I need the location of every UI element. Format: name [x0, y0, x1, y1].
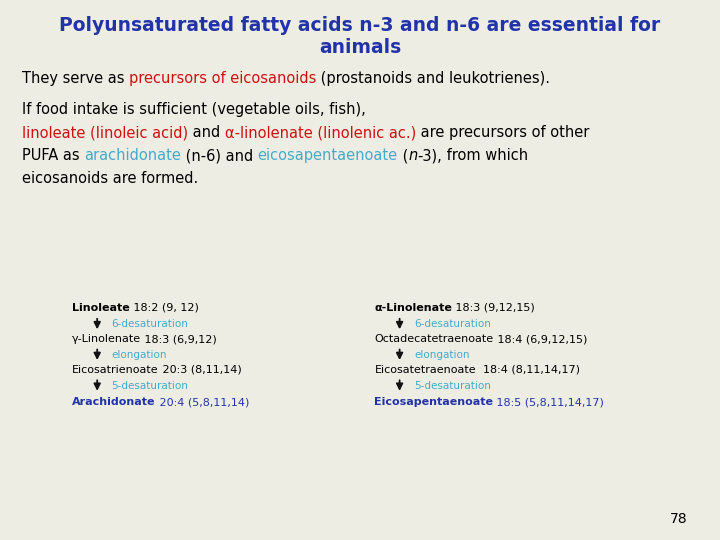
- Text: (prostanoids and leukotrienes).: (prostanoids and leukotrienes).: [316, 71, 550, 86]
- Text: from which: from which: [442, 148, 528, 163]
- Text: Arachidonate: Arachidonate: [72, 397, 156, 407]
- Text: elongation: elongation: [414, 350, 469, 360]
- Text: 18:3 (6,9,12): 18:3 (6,9,12): [141, 334, 217, 344]
- Text: 18:3 (9,12,15): 18:3 (9,12,15): [452, 303, 535, 313]
- Text: eicosanoids are formed.: eicosanoids are formed.: [22, 171, 198, 186]
- Text: If food intake is sufficient (vegetable oils, fish),: If food intake is sufficient (vegetable …: [22, 102, 365, 117]
- Text: precursors of eicosanoids: precursors of eicosanoids: [129, 71, 316, 86]
- Text: Linoleate: Linoleate: [72, 303, 130, 313]
- Text: are precursors of other: are precursors of other: [416, 125, 589, 140]
- Text: 5-desaturation: 5-desaturation: [414, 381, 491, 390]
- Text: γ-Linolenate: γ-Linolenate: [72, 334, 141, 344]
- Text: Polyunsaturated fatty acids n-3 and n-6 are essential for: Polyunsaturated fatty acids n-3 and n-6 …: [59, 16, 661, 36]
- Text: 5-desaturation: 5-desaturation: [112, 381, 189, 390]
- Text: α-linolenate (linolenic ac.): α-linolenate (linolenic ac.): [225, 125, 416, 140]
- Text: (n-6) and: (n-6) and: [181, 148, 258, 163]
- Text: Octadecatetraenoate: Octadecatetraenoate: [374, 334, 493, 344]
- Text: n: n: [408, 148, 418, 163]
- Text: 18:5 (5,8,11,14,17): 18:5 (5,8,11,14,17): [493, 397, 604, 407]
- Text: arachidonate: arachidonate: [84, 148, 181, 163]
- Text: 20:3 (8,11,14): 20:3 (8,11,14): [158, 365, 241, 375]
- Text: linoleate (linoleic acid): linoleate (linoleic acid): [22, 125, 188, 140]
- Text: 20:4 (5,8,11,14): 20:4 (5,8,11,14): [156, 397, 249, 407]
- Text: Eicosatetraenoate: Eicosatetraenoate: [374, 365, 476, 375]
- Text: α-Linolenate: α-Linolenate: [374, 303, 452, 313]
- Text: eicosapentaenoate: eicosapentaenoate: [258, 148, 397, 163]
- Text: 18:4 (8,11,14,17): 18:4 (8,11,14,17): [476, 365, 580, 375]
- Text: animals: animals: [319, 38, 401, 57]
- Text: 6-desaturation: 6-desaturation: [112, 319, 189, 329]
- Text: Eicosatrienoate: Eicosatrienoate: [72, 365, 158, 375]
- Text: 18:4 (6,9,12,15): 18:4 (6,9,12,15): [493, 334, 587, 344]
- Text: Eicosapentaenoate: Eicosapentaenoate: [374, 397, 493, 407]
- Text: -3),: -3),: [418, 148, 442, 163]
- Text: They serve as: They serve as: [22, 71, 129, 86]
- Text: 18:2 (9, 12): 18:2 (9, 12): [130, 303, 199, 313]
- Text: elongation: elongation: [112, 350, 167, 360]
- Text: and: and: [188, 125, 225, 140]
- Text: 78: 78: [670, 512, 688, 526]
- Text: 6-desaturation: 6-desaturation: [414, 319, 491, 329]
- Text: (: (: [397, 148, 408, 163]
- Text: PUFA as: PUFA as: [22, 148, 84, 163]
